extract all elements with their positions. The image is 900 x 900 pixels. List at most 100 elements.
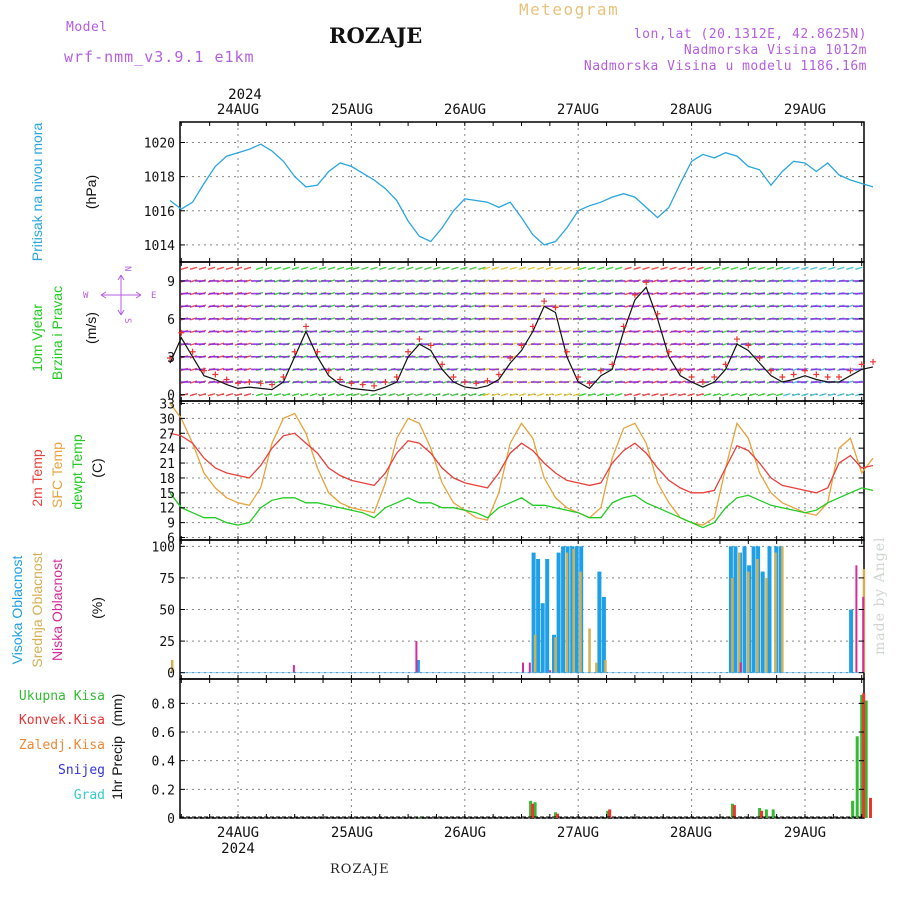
wind-arrow <box>766 393 775 397</box>
wind-arrow <box>234 393 243 397</box>
y-tick-label: 0 <box>167 389 175 404</box>
y-tick-label: 25 <box>159 635 175 650</box>
wind-arrow <box>442 393 450 397</box>
wind-arrow <box>572 266 581 270</box>
gust-marker <box>586 380 593 387</box>
wind-arrow <box>642 393 650 397</box>
wind-arrow <box>491 393 500 397</box>
wind-arrow <box>597 266 605 270</box>
cloud-bar <box>572 548 575 673</box>
y-tick-label: 30 <box>159 412 175 427</box>
cloud-bar <box>533 634 537 673</box>
wind-arrow <box>207 266 216 270</box>
y-tick-label: 33 <box>159 397 175 412</box>
gust-marker <box>597 367 604 374</box>
wind-arrow <box>216 266 225 270</box>
wind-arrow <box>669 393 677 397</box>
bottom-day-label: 28AUG <box>670 825 712 841</box>
wind-arrow <box>810 393 818 397</box>
pressure-axis-label: Pritisak na nivou mora <box>29 123 45 262</box>
gust-marker <box>235 380 241 387</box>
y-tick-label: 0.4 <box>152 755 176 770</box>
wind-arrow <box>300 266 309 270</box>
wind-arrow <box>545 266 554 270</box>
wind-arrow <box>491 266 500 270</box>
gust-marker <box>189 348 196 355</box>
wind-arrow <box>712 393 721 397</box>
wind-arrow <box>545 393 554 397</box>
temp-unit-label: (C) <box>89 458 105 477</box>
cloud-bar <box>738 552 741 673</box>
cloud-bar <box>531 552 536 673</box>
wind-arrow <box>748 393 757 397</box>
precip-bar <box>554 812 557 818</box>
temp-axis-label-1: 2m Temp <box>29 449 45 507</box>
y-tick-label: 27 <box>159 427 175 442</box>
wind-arrow <box>345 266 354 270</box>
cloud-bar <box>545 559 550 673</box>
gust-marker <box>280 373 287 380</box>
wind-arrow <box>606 266 614 270</box>
wind-arrow <box>588 266 596 270</box>
wind-arrow <box>234 266 243 270</box>
precip-bar <box>533 802 537 818</box>
wind-arrow <box>300 393 309 397</box>
gust-marker <box>200 367 207 374</box>
top-day-label: 29AUG <box>784 102 826 118</box>
wind-arrow <box>482 393 491 397</box>
wind-arrow <box>757 266 766 270</box>
altitude-label: Nadmorska Visina 1012m <box>683 43 867 58</box>
temp-axis-label-3: dewpt Temp <box>69 434 85 509</box>
cloud-bar <box>561 546 566 673</box>
wind-arrow <box>837 393 845 397</box>
y-tick-label: 0 <box>167 812 175 827</box>
gust-marker <box>303 323 310 330</box>
cloud-bar <box>747 571 750 673</box>
cloud-bar <box>552 634 556 673</box>
wind-arrow <box>703 266 712 270</box>
cloud-bar <box>739 662 742 673</box>
wind-arrow <box>783 393 791 397</box>
gust-marker <box>677 367 684 374</box>
cloud-bar <box>774 552 777 673</box>
pressure-line <box>169 143 874 246</box>
wind-arrow <box>696 393 704 397</box>
cloud-axis-label-1: Visoka Oblacnost <box>9 556 25 665</box>
wind-arrow <box>579 266 587 270</box>
wind-arrow <box>469 266 477 270</box>
wind-arrow <box>819 266 827 270</box>
dewpt-temp-line <box>169 487 874 529</box>
cloud-bar <box>778 546 783 673</box>
wind-arrow <box>810 266 818 270</box>
wind-arrow <box>739 393 748 397</box>
bottom-year-label: 2024 <box>221 841 255 857</box>
wind-arrow <box>712 266 721 270</box>
cloud-bar <box>731 577 734 673</box>
cloud-bar <box>751 546 756 673</box>
legend-snow: Snijeg <box>58 763 105 778</box>
bottom-day-label: 26AUG <box>444 825 486 841</box>
wind-arrow <box>406 266 414 270</box>
gust-marker <box>711 373 718 380</box>
wind-arrow <box>703 393 712 397</box>
gust-marker <box>609 361 616 368</box>
precip-bar <box>732 805 736 818</box>
wind-arrow <box>509 393 518 397</box>
cloud-axis-label-2: Srednja Oblacnost <box>29 552 45 667</box>
wind-arrow <box>855 266 863 270</box>
gust-marker <box>439 361 446 368</box>
wind-arrow <box>460 266 468 270</box>
y-tick-label: 9 <box>167 517 175 532</box>
footer-station-label: ROZAJE <box>330 862 390 877</box>
wind-arrow <box>478 266 486 270</box>
wind-arrow <box>424 393 432 397</box>
precip-bar <box>864 700 868 818</box>
cloud-bar <box>554 637 557 673</box>
gust-marker <box>371 382 378 389</box>
wind-arrow <box>361 266 369 270</box>
cloud-bar <box>855 565 858 673</box>
gust-marker <box>699 379 706 386</box>
wind-arrow <box>309 266 318 270</box>
gust-marker <box>631 291 638 298</box>
gust-marker <box>870 358 877 365</box>
